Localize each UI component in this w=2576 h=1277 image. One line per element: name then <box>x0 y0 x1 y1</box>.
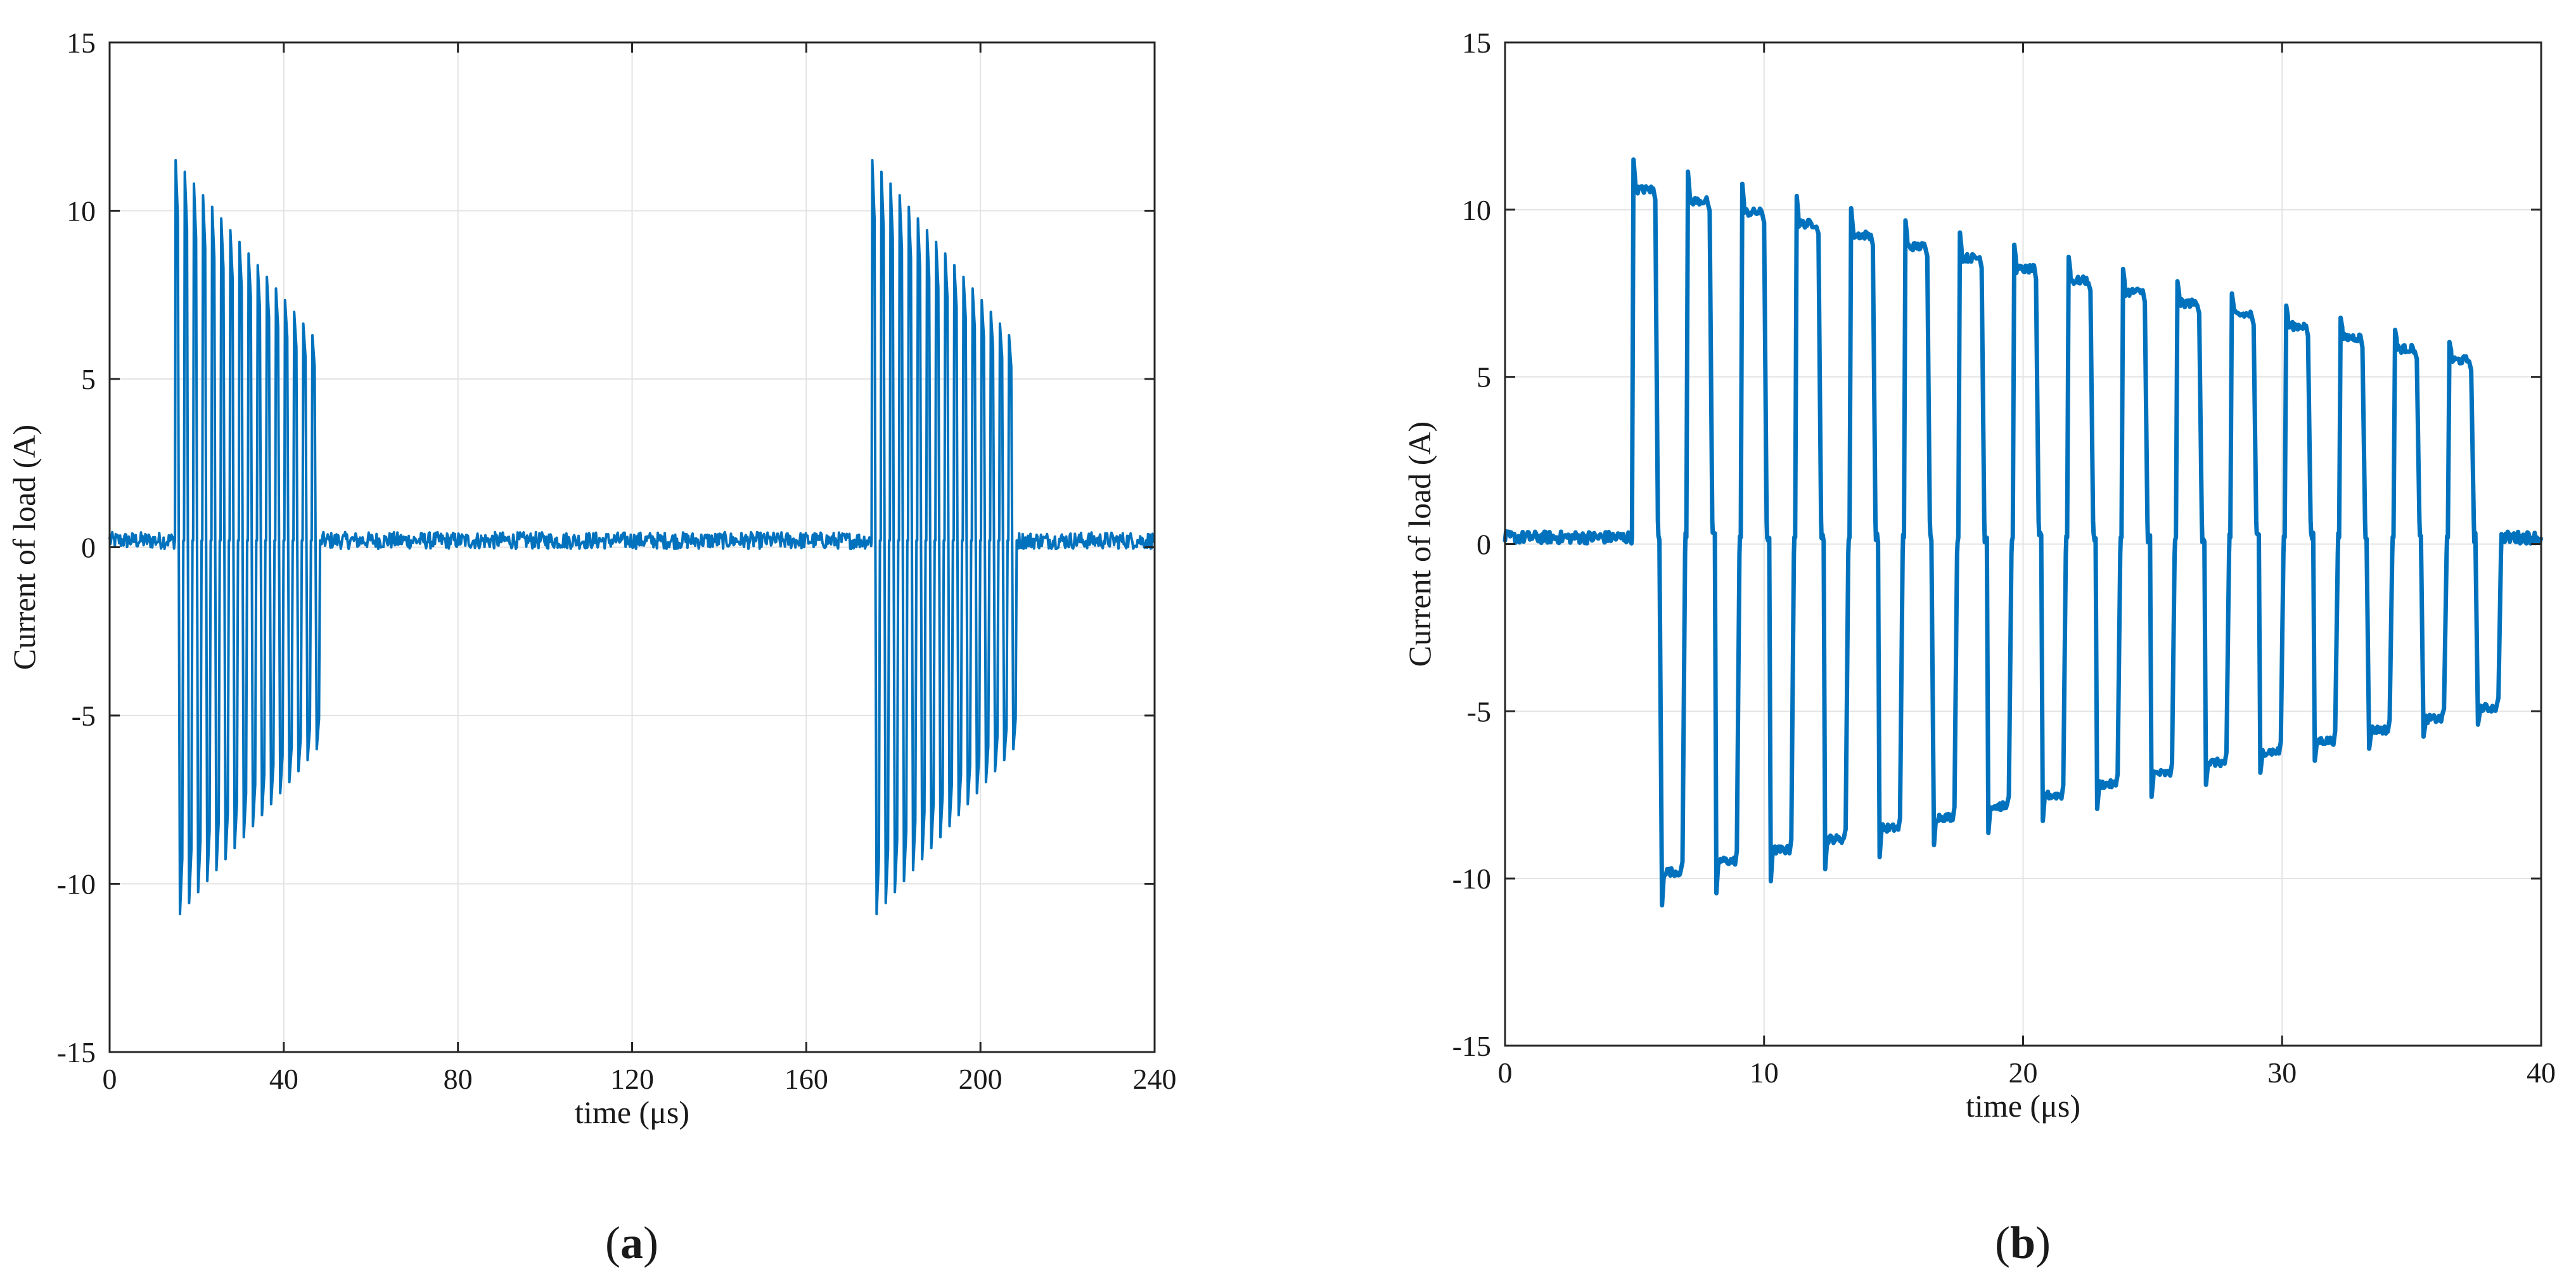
y-tick-label: 0 <box>81 532 96 564</box>
x-tick-label: 40 <box>2527 1056 2556 1089</box>
y-tick-label: -5 <box>1467 695 1491 728</box>
ticks-a: 0 40 80 120 160 200 240 15 10 5 0 -5 -10 -15 <box>57 27 1177 1095</box>
y-tick-label: 15 <box>67 27 96 59</box>
y-tick-label: 10 <box>67 195 96 228</box>
x-tick-label: 160 <box>785 1063 828 1095</box>
y-tick-label: 15 <box>1462 27 1491 59</box>
y-tick-label: -15 <box>1452 1030 1491 1062</box>
x-tick-label: 0 <box>103 1063 117 1095</box>
ticks-b: 0 10 20 30 40 15 10 5 0 -5 -10 -15 <box>1452 27 2556 1089</box>
x-tick-label: 20 <box>2009 1056 2038 1089</box>
chart-panel-b: 0 10 20 30 40 15 10 5 0 -5 -10 -15 time (μs) Curren… <box>1402 27 2556 1268</box>
y-axis-label-a: Current of load (A) <box>6 425 42 670</box>
load-current-trace-a <box>108 158 1156 916</box>
panel-letter-a: a <box>620 1217 643 1268</box>
y-tick-label: -5 <box>72 700 96 732</box>
load-current-trace-b <box>1503 157 2544 908</box>
panel-label-b: (b) <box>1995 1217 2051 1268</box>
y-tick-label: 5 <box>1477 361 1491 394</box>
x-tick-label: 40 <box>269 1063 298 1095</box>
x-tick-label: 80 <box>444 1063 473 1095</box>
y-axis-label-b: Current of load (A) <box>1402 421 1437 667</box>
x-axis-label-b: time (μs) <box>1966 1088 2080 1124</box>
x-tick-label: 30 <box>2267 1056 2297 1089</box>
x-tick-label: 240 <box>1133 1063 1177 1095</box>
x-tick-label: 10 <box>1750 1056 1779 1089</box>
x-tick-label: 0 <box>1498 1056 1513 1089</box>
y-tick-label: 10 <box>1462 194 1491 226</box>
panel-letter-b: b <box>2010 1217 2035 1268</box>
y-tick-label: 0 <box>1477 529 1491 561</box>
x-axis-label-a: time (μs) <box>575 1094 689 1130</box>
panel-label-a: (a) <box>605 1217 658 1268</box>
y-tick-label: -10 <box>57 868 96 901</box>
y-tick-label: -15 <box>57 1036 96 1068</box>
y-tick-label: -10 <box>1452 863 1491 895</box>
x-tick-label: 200 <box>959 1063 1003 1095</box>
y-tick-label: 5 <box>81 363 96 395</box>
chart-panel-a: 0 40 80 120 160 200 240 15 10 5 0 -5 -10 -15 time (μs… <box>6 27 1177 1268</box>
x-tick-label: 120 <box>610 1063 654 1095</box>
